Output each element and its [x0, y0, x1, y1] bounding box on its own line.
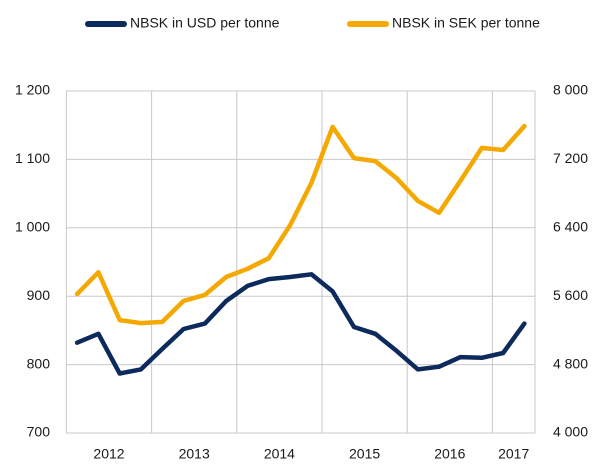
y-tick-label: 700 — [27, 424, 51, 440]
y2-tick-label: 8 000 — [553, 82, 588, 98]
y2-tick-label: 7 200 — [553, 150, 588, 166]
y-tick-label: 1 200 — [15, 82, 50, 98]
x-tick-label: 2016 — [434, 446, 465, 462]
y2-tick-label: 4 000 — [553, 424, 588, 440]
legend-label: NBSK in USD per tonne — [130, 15, 280, 31]
data-line — [74, 123, 527, 326]
x-tick-label: 2017 — [498, 446, 529, 462]
y2-tick-label: 5 600 — [553, 287, 588, 303]
x-tick-label: 2014 — [264, 446, 295, 462]
x-tick-label: 2015 — [349, 446, 380, 462]
y-tick-label: 1 000 — [15, 219, 50, 235]
y-tick-label: 800 — [27, 355, 51, 371]
data-line — [74, 272, 527, 376]
y-tick-label: 900 — [27, 287, 51, 303]
y2-tick-label: 6 400 — [553, 219, 588, 235]
x-tick-label: 2013 — [179, 446, 210, 462]
y-tick-label: 1 100 — [15, 150, 50, 166]
y2-tick-label: 4 800 — [553, 355, 588, 371]
legend-label: NBSK in SEK per tonne — [392, 15, 540, 31]
x-tick-label: 2012 — [93, 446, 124, 462]
